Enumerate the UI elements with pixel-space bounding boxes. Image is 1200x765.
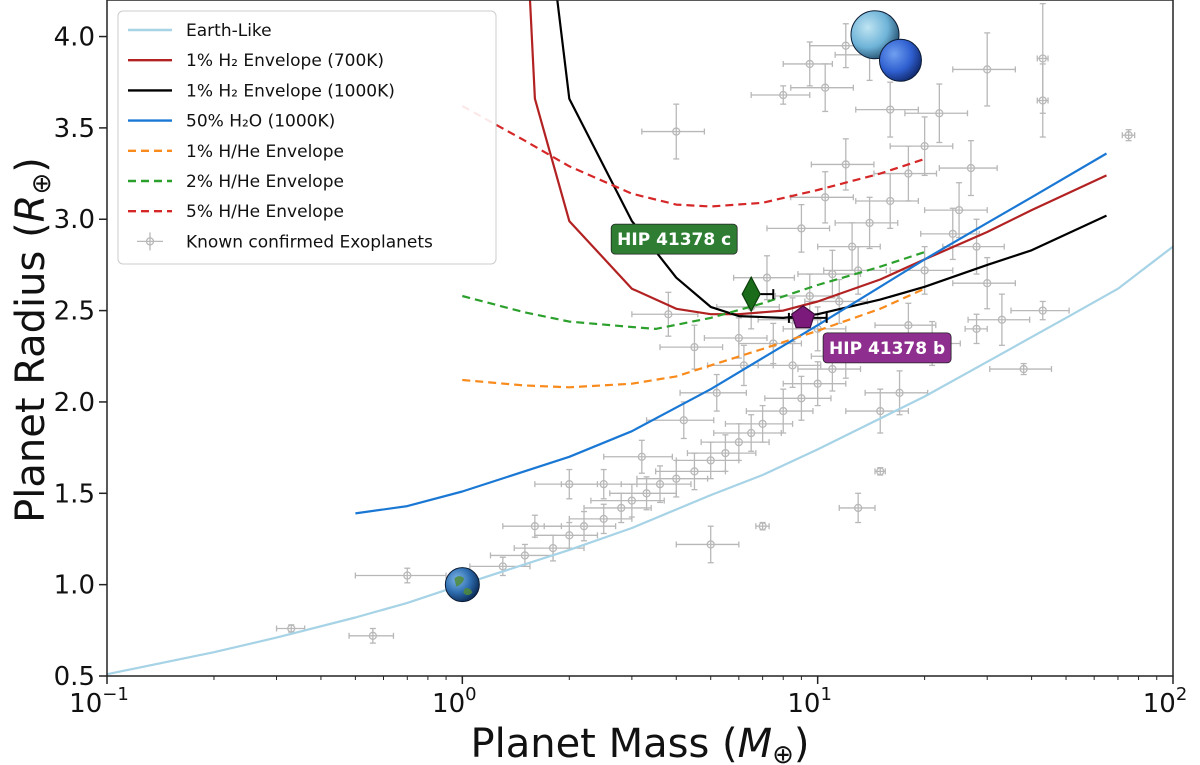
exoplanet-point	[354, 567, 447, 584]
exoplanet-point	[967, 293, 1031, 346]
exoplanet-point	[609, 476, 677, 511]
exoplanet-point	[755, 521, 770, 531]
legend-label: 1% H₂ Envelope (700K)	[186, 51, 384, 71]
series-50-h2o-1000k-line	[355, 152, 1108, 515]
series-1-h2-envelope-700k-line	[528, 0, 1107, 316]
exoplanet-point	[603, 439, 674, 474]
exoplanet-point	[713, 414, 782, 452]
model-curves-layer	[107, 0, 1173, 676]
exoplanet-point	[797, 249, 862, 299]
legend-item: 2% H/He Envelope	[128, 172, 344, 192]
legend-label: Known confirmed Exoplanets	[186, 232, 433, 252]
exoplanet-point	[964, 313, 988, 345]
legend-item: 1% H₂ Envelope (700K)	[128, 51, 384, 71]
series-earth-like-line	[107, 245, 1173, 676]
exoplanet-point	[782, 41, 834, 87]
series-1-h-he-envelope-line	[462, 287, 926, 389]
x-tick-label: 102	[1143, 684, 1188, 719]
exoplanet-point	[750, 85, 811, 105]
legend-label: 5% H/He Envelope	[186, 202, 344, 222]
exoplanet-point	[655, 452, 727, 491]
plot-frame	[106, 0, 1174, 677]
y-tick-label: 2.0	[54, 388, 95, 418]
exoplanet-point	[275, 624, 306, 633]
exoplanet-point	[631, 291, 699, 337]
exoplanet-point	[904, 83, 969, 144]
exoplanet-point	[838, 492, 876, 524]
svg-text:HIP 41378 c: HIP 41378 c	[617, 230, 731, 250]
exoplanet-point	[636, 459, 709, 498]
legend-label: 1% H/He Envelope	[186, 142, 344, 162]
exoplanet-point	[874, 467, 886, 476]
exoplanet-point	[686, 434, 757, 473]
y-tick-label: 3.5	[54, 114, 95, 144]
legend-item: 1% H₂ Envelope (1000K)	[128, 81, 395, 101]
exoplanet-point	[952, 32, 1016, 107]
exoplanet-point	[766, 203, 831, 253]
series-1-h2-envelope-1000k-line	[556, 0, 1107, 319]
y-tick-label: 1.5	[54, 479, 95, 509]
exoplanet-point	[732, 255, 796, 301]
series-2-h-he-envelope-line	[462, 251, 925, 330]
x-axis-label: Planet Mass (M⊕)	[470, 721, 809, 765]
exoplanet-point	[1010, 300, 1070, 321]
exoplanet-point	[641, 103, 706, 160]
exoplanet-point	[645, 401, 715, 440]
exoplanet-point	[534, 521, 599, 549]
exoplanet-point	[534, 468, 599, 500]
y-tick-label: 2.5	[54, 297, 95, 327]
exoplanet-point	[864, 370, 929, 416]
exoplanet-point	[502, 514, 563, 538]
svg-text:HIP 41378 b: HIP 41378 b	[829, 339, 945, 359]
exoplanet-point	[790, 63, 854, 113]
legend-item: 50% H₂O (1000K)	[128, 112, 335, 132]
exoplanet-point	[810, 138, 875, 191]
y-axis-label: Planet Radius (R⊕)	[8, 157, 57, 523]
exoplanet-point	[700, 423, 770, 462]
exoplanet-point	[348, 627, 395, 644]
highlighted-planets-layer: HIP 41378 c HIP 41378 b	[610, 223, 952, 364]
x-tick-label: 10−1	[69, 684, 129, 719]
exoplanet-point	[757, 342, 822, 388]
exoplanet-point	[675, 525, 740, 564]
axis-ticks-layer: 10−1 100 101 102 0.5 1.0 1.5 2.0 2.5 3.0 3.5 4.0	[54, 23, 1188, 719]
exoplanet-point	[1036, 3, 1049, 114]
legend: Earth-Like 1% H₂ Envelope (700K) 1% H₂ Env…	[117, 10, 497, 265]
legend-label: 1% H₂ Envelope (1000K)	[186, 81, 395, 101]
legend-label: 50% H₂O (1000K)	[186, 112, 335, 132]
legend-item: Known confirmed Exoplanets	[137, 232, 433, 252]
y-tick-label: 1.0	[54, 571, 95, 601]
exoplanet-point	[679, 373, 748, 412]
neptune-icon	[878, 38, 922, 82]
x-tick-label: 101	[787, 684, 832, 719]
y-tick-label: 3.0	[54, 205, 95, 235]
y-tick-label: 0.5	[54, 662, 95, 692]
x-tick-label: 100	[432, 684, 477, 719]
legend-item: Earth-Like	[128, 21, 272, 41]
hip-41378-c-label: HIP 41378 c	[610, 223, 738, 255]
exoplanet-point	[845, 388, 910, 434]
exoplanet-point	[834, 196, 899, 250]
exoplanet-point	[1121, 129, 1136, 142]
exoplanet-point	[855, 81, 919, 138]
hip-41378-b-marker	[787, 305, 828, 329]
hip-41378-b-label: HIP 41378 b	[822, 332, 952, 364]
exoplanet-point	[590, 483, 665, 518]
series-5-h-he-envelope-line	[461, 105, 925, 208]
legend-box	[117, 10, 497, 265]
exoplanet-point	[952, 256, 1016, 310]
earth-icon	[444, 567, 480, 603]
exoplanet-point	[989, 362, 1053, 376]
exoplanet-point	[938, 140, 998, 197]
reference-bodies-layer	[444, 10, 922, 603]
legend-item: 1% H/He Envelope	[128, 142, 344, 162]
legend-item: 5% H/He Envelope	[128, 202, 344, 222]
legend-label: 2% H/He Envelope	[186, 172, 344, 192]
legend-label: Earth-Like	[186, 21, 272, 41]
hip-41378-c-marker	[741, 275, 775, 313]
y-tick-label: 4.0	[54, 23, 95, 53]
exoplanet-point	[889, 116, 954, 177]
exoplanet-point	[489, 543, 554, 568]
